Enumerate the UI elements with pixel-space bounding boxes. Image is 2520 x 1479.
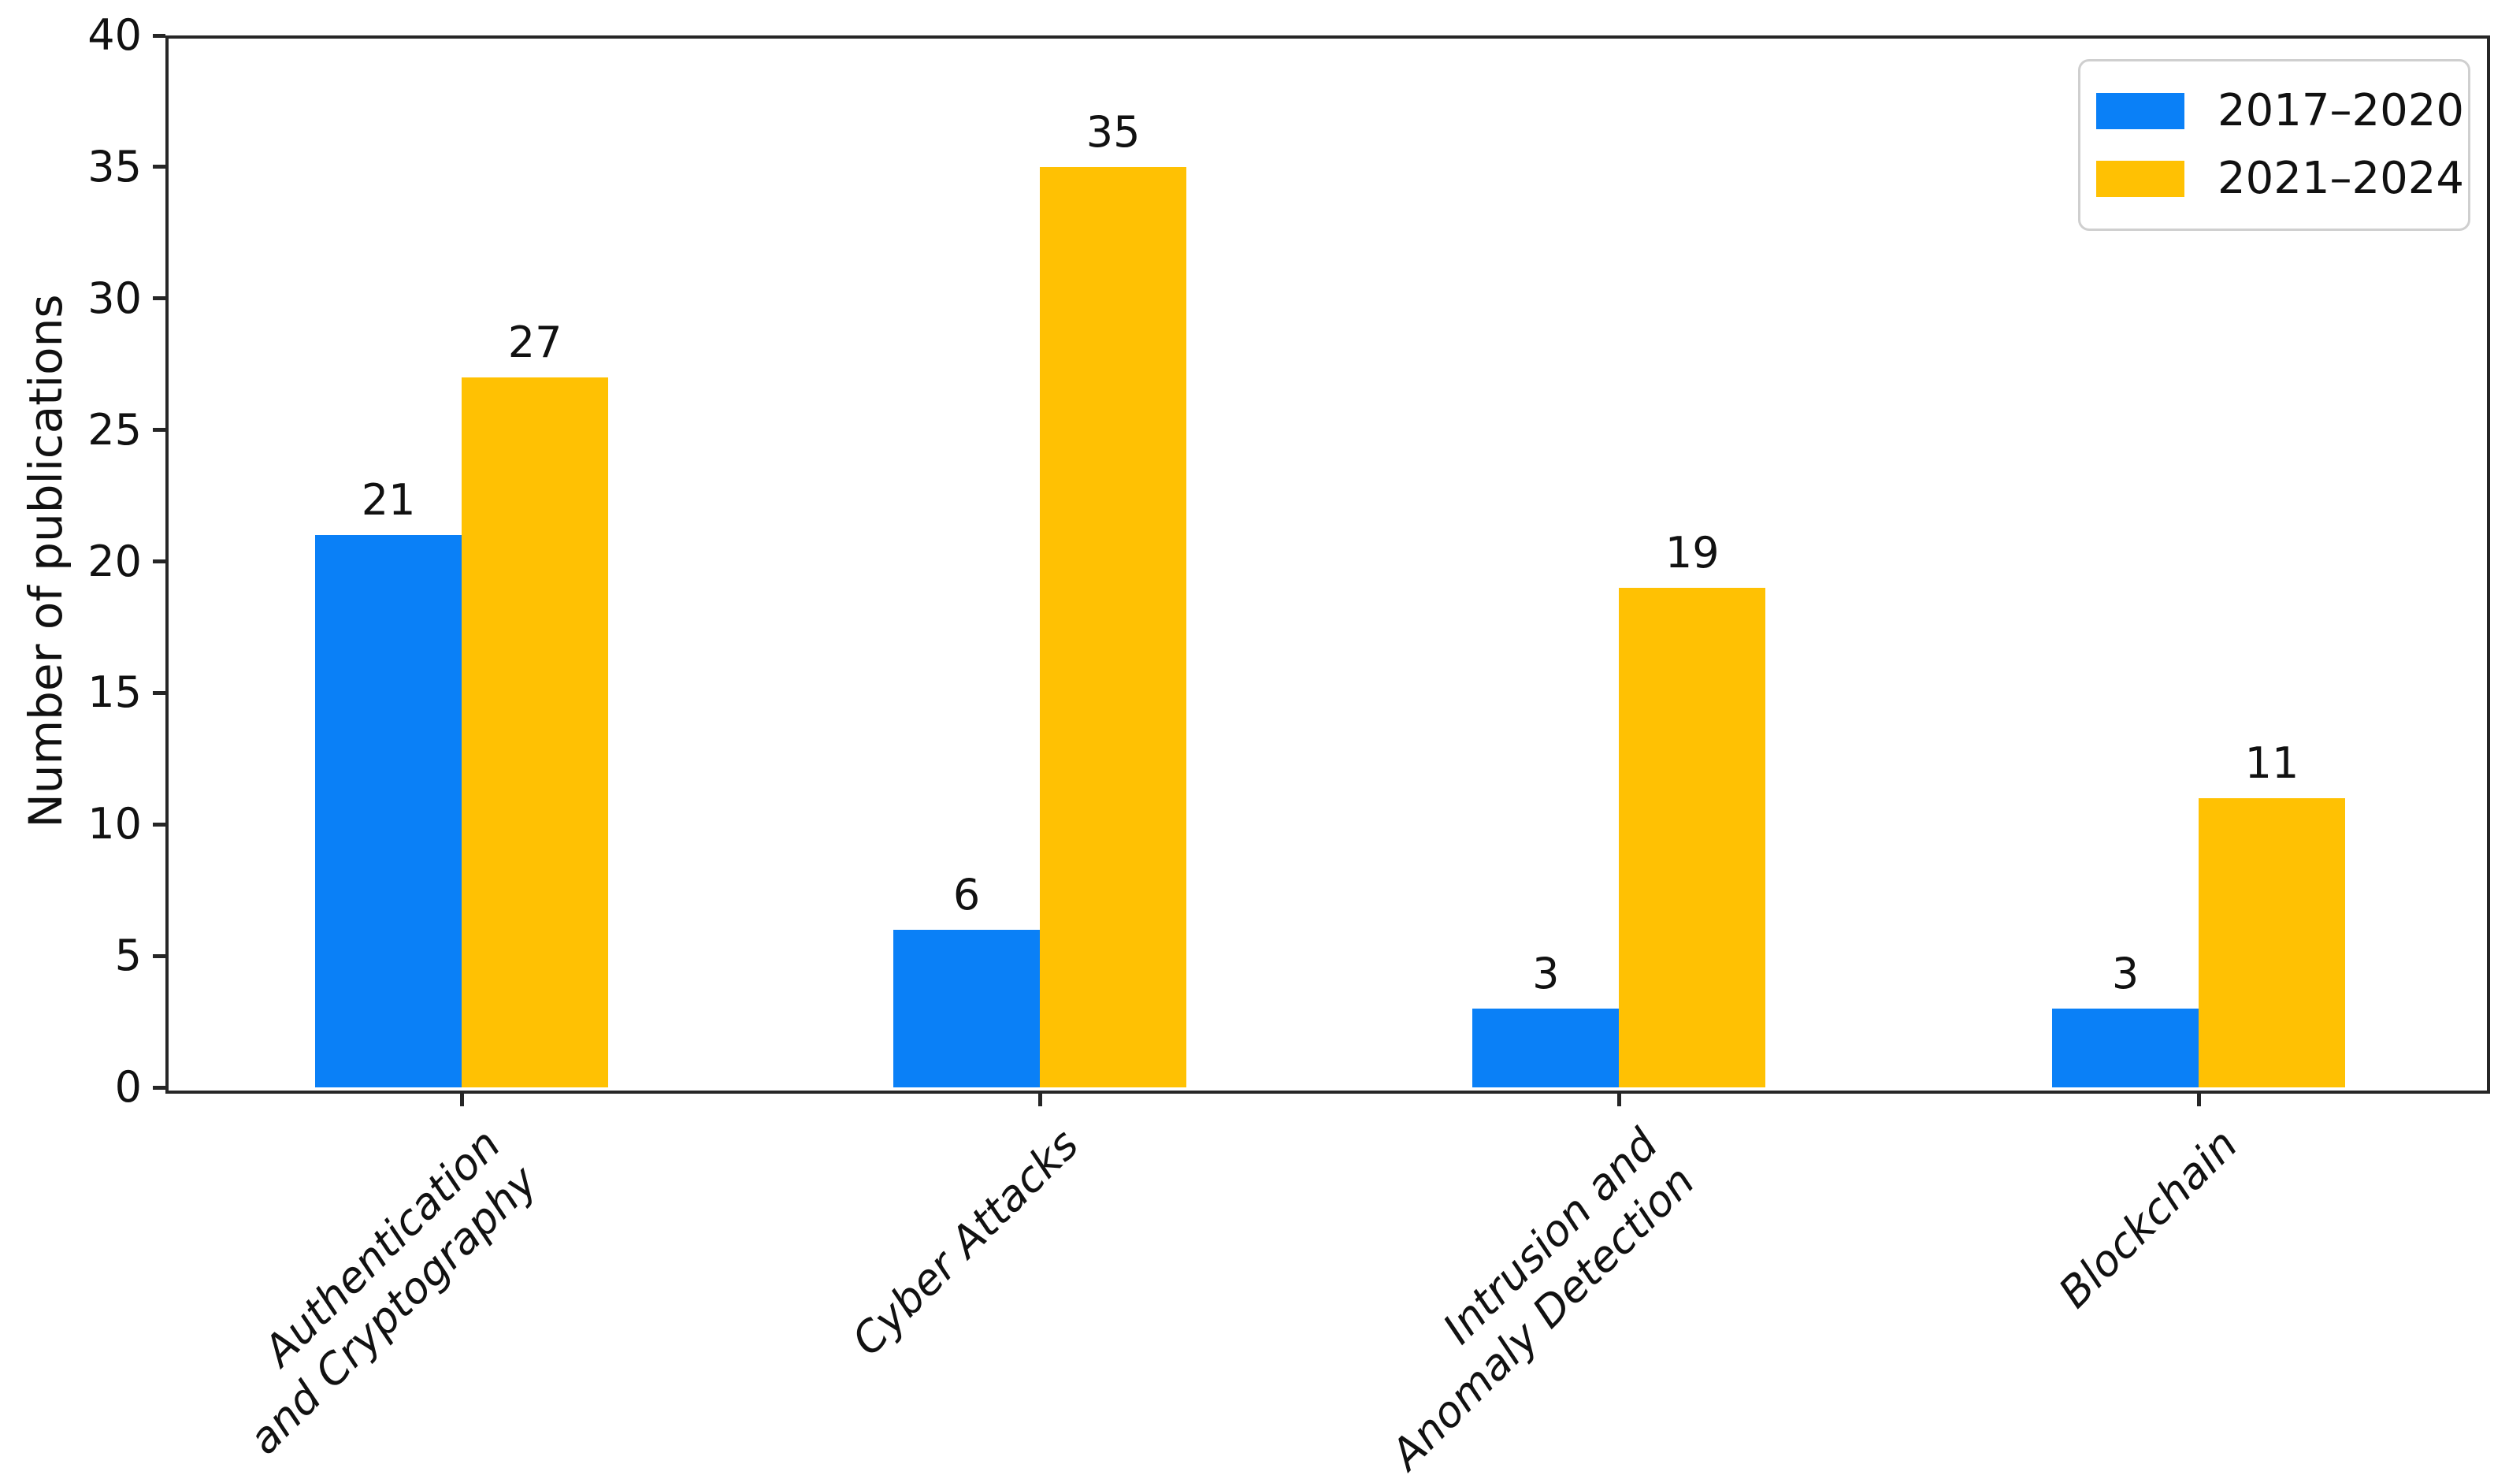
y-tick-mark — [153, 428, 165, 433]
y-tick-mark — [153, 1085, 165, 1090]
x-tick-mark — [1037, 1091, 1042, 1106]
x-tick-mark — [459, 1091, 464, 1106]
y-tick-mark — [153, 690, 165, 695]
y-tick-label: 30 — [87, 273, 142, 323]
plot-area — [165, 35, 2490, 1094]
bar-2017-2020-blockchain — [2052, 1008, 2199, 1087]
y-tick-mark — [153, 296, 165, 301]
legend-item-2017-2020: 2017–2020 — [2096, 80, 2464, 143]
bar-value-label: 6 — [952, 869, 981, 920]
bar-2021-2024-blockchain — [2199, 797, 2345, 1087]
bar-value-label: 19 — [1665, 527, 1720, 578]
legend-label: 2021–2024 — [2218, 153, 2465, 205]
bar-value-label: 3 — [2111, 948, 2140, 998]
x-category-label-cyber-attacks: Cyber Attacks — [842, 1119, 1089, 1366]
y-tick-label: 25 — [87, 404, 142, 455]
bar-2021-2024-authentication — [462, 377, 609, 1087]
legend: 2017–2020 2021–2024 — [2078, 59, 2470, 231]
x-category-label-intrusion-and: Intrusion and Anomaly Detection — [1381, 1119, 1705, 1479]
x-tick-mark — [1616, 1091, 1621, 1106]
y-tick-mark — [153, 953, 165, 958]
y-tick-mark — [153, 822, 165, 827]
y-tick-mark — [153, 33, 165, 38]
bar-value-label: 21 — [361, 475, 416, 526]
bar-2021-2024-intrusion-and — [1619, 587, 1766, 1087]
bar-2017-2020-authentication — [315, 535, 462, 1087]
y-tick-label: 35 — [87, 141, 142, 191]
x-tick-mark — [2196, 1091, 2201, 1106]
legend-swatch-2017-2020 — [2096, 92, 2184, 129]
y-tick-label: 5 — [114, 931, 142, 981]
y-tick-mark — [153, 559, 165, 563]
bar-value-label: 35 — [1086, 106, 1141, 157]
x-category-label-blockchain: Blockchain — [2049, 1119, 2247, 1317]
x-category-label-authentication: Authentication and Cryptography — [239, 1119, 547, 1464]
y-tick-label: 15 — [87, 667, 142, 718]
bar-value-label: 3 — [1532, 948, 1560, 998]
bar-2021-2024-cyber-attacks — [1040, 166, 1187, 1087]
bar-value-label: 27 — [507, 317, 562, 367]
legend-label: 2017–2020 — [2218, 84, 2465, 136]
legend-swatch-2021-2024 — [2096, 161, 2184, 198]
bar-value-label: 11 — [2244, 738, 2299, 788]
y-tick-label: 40 — [87, 10, 142, 60]
y-tick-label: 10 — [87, 799, 142, 849]
y-tick-label: 0 — [114, 1062, 142, 1112]
bar-2017-2020-cyber-attacks — [893, 929, 1041, 1087]
y-tick-label: 20 — [87, 536, 142, 586]
y-tick-mark — [153, 165, 165, 169]
legend-item-2021-2024: 2021–2024 — [2096, 147, 2464, 210]
bar-2017-2020-intrusion-and — [1472, 1008, 1620, 1087]
